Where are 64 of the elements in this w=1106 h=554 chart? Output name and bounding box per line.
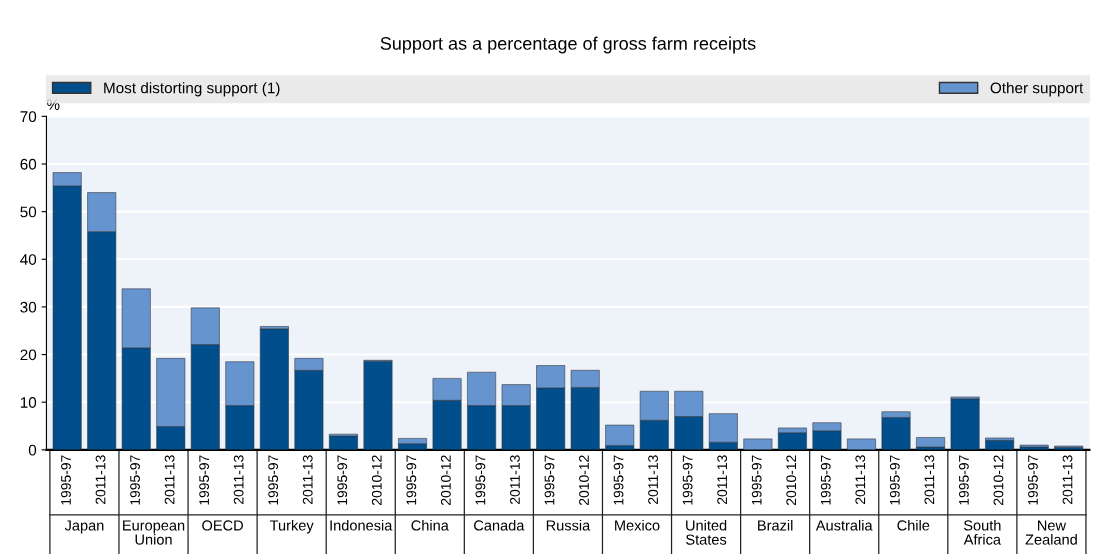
y-axis-title: %: [47, 99, 60, 110]
legend-label: Most distorting support (1): [104, 82, 280, 97]
text: Canada: [474, 519, 525, 531]
text: South Africa: [963, 519, 1001, 545]
x-tick-label: 1995-97: [337, 455, 348, 505]
x-tick-label: 2011-13: [302, 455, 313, 504]
text: Japan: [64, 520, 104, 534]
x-tick-label: 2011-13: [855, 455, 866, 504]
x-tick-label: 1995-97: [889, 455, 900, 505]
bar: [605, 424, 635, 446]
chart-title: Support as a percentage of gross farm receipts: [380, 36, 756, 54]
text: OECD: [202, 520, 243, 531]
text: China: [411, 519, 449, 531]
x-tick-label: 2010-12: [786, 455, 797, 505]
x-tick-label: 1995-97: [820, 455, 831, 505]
x-tick-label: 2010-12: [579, 455, 589, 505]
y-tick-label: 40: [20, 254, 37, 265]
x-tick-label: 2011-13: [510, 455, 520, 504]
bar: [259, 328, 289, 450]
x-tick-label: 1995-97: [751, 455, 762, 505]
x-tick-label: 1995-97: [268, 455, 279, 505]
y-tick-label: 30: [20, 301, 37, 313]
x-tick-label: 2010-12: [440, 455, 451, 505]
y-tick-label: 20: [20, 349, 37, 361]
x-tick-label: 1995-97: [130, 455, 140, 505]
text: Russia: [546, 519, 591, 531]
y-tick-label: 50: [20, 206, 37, 218]
x-tick-label: 1995-97: [544, 455, 555, 505]
text: New Zealand: [1025, 520, 1077, 545]
text: Indonesia: [330, 519, 393, 531]
text: United States: [686, 519, 727, 545]
x-tick-label: 2011-13: [924, 455, 935, 504]
x-tick-label: 2011-13: [648, 455, 658, 504]
x-tick-label: 2011-13: [95, 455, 106, 504]
y-tick-label: 60: [20, 158, 37, 170]
x-tick-label: 2011-13: [717, 455, 728, 504]
text: Mexico: [615, 519, 660, 531]
x-tick-label: 1995-97: [406, 455, 417, 505]
x-tick-label: 2011-13: [1062, 455, 1073, 504]
bar: [743, 438, 773, 450]
x-tick-label: 2011-13: [233, 455, 244, 504]
x-tick-label: 2010-12: [371, 455, 382, 505]
text: Australia: [815, 519, 873, 531]
x-tick-label: 1995-97: [1028, 455, 1038, 505]
text: Turkey: [269, 519, 314, 534]
y-tick-label: 0: [28, 444, 37, 456]
x-tick-label: 1995-97: [475, 455, 486, 505]
text: Brazil: [758, 519, 793, 531]
legend-label: Other support: [990, 82, 1084, 97]
y-tick-label: 70: [20, 111, 37, 123]
text: European Union: [123, 520, 185, 545]
bar: [847, 438, 876, 450]
x-tick-label: 1995-97: [613, 455, 624, 505]
x-tick-label: 2011-13: [164, 455, 175, 504]
text: Chile: [897, 519, 930, 531]
x-tick-label: 2010-12: [993, 455, 1004, 505]
x-tick-label: 1995-97: [958, 455, 969, 505]
x-tick-label: 1995-97: [682, 455, 693, 505]
bar: [950, 398, 980, 450]
bar: [916, 437, 945, 448]
bar: [363, 360, 393, 450]
x-tick-label: 1995-97: [199, 455, 210, 505]
x-tick-label: 1995-97: [61, 455, 71, 505]
y-tick-label: 10: [20, 397, 37, 408]
